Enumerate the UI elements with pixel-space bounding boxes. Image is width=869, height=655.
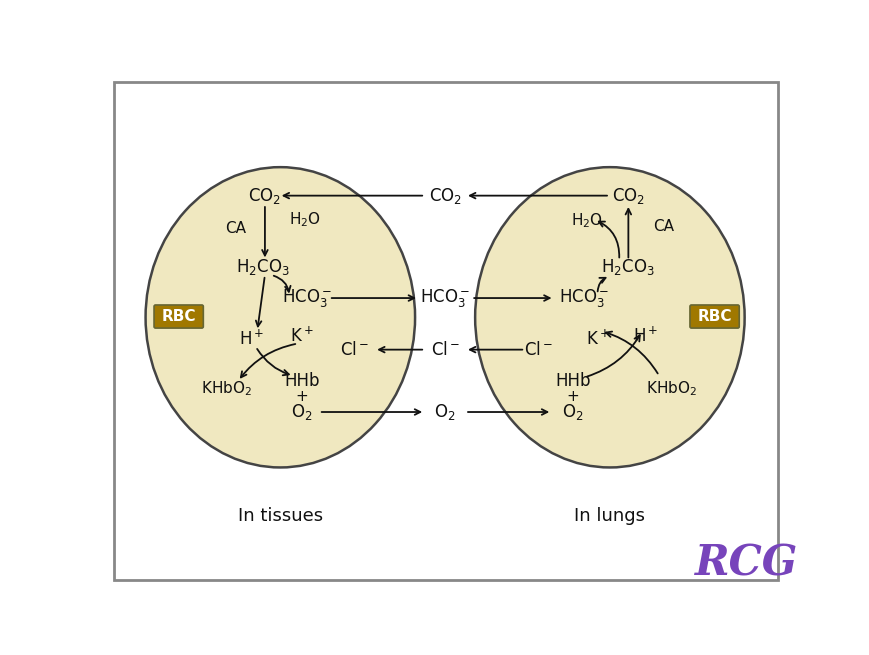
Text: RCG: RCG xyxy=(693,543,797,585)
Text: H$_2$CO$_3$: H$_2$CO$_3$ xyxy=(235,257,289,277)
Text: HCO$_3^-$: HCO$_3^-$ xyxy=(420,287,469,309)
Text: H$^+$: H$^+$ xyxy=(239,329,264,348)
Text: In tissues: In tissues xyxy=(237,507,322,525)
Text: CA: CA xyxy=(225,221,246,236)
Text: H$_2$CO$_3$: H$_2$CO$_3$ xyxy=(600,257,654,277)
Text: HHb: HHb xyxy=(554,372,590,390)
Text: RBC: RBC xyxy=(162,309,196,324)
Text: H$_2$O: H$_2$O xyxy=(570,212,602,231)
Text: K$^+$: K$^+$ xyxy=(585,329,609,348)
Text: CO$_2$: CO$_2$ xyxy=(428,185,461,206)
Text: KHbO$_2$: KHbO$_2$ xyxy=(646,379,696,398)
Text: +: + xyxy=(295,389,308,404)
Text: +: + xyxy=(566,389,579,404)
Text: Cl$^-$: Cl$^-$ xyxy=(524,341,553,359)
FancyBboxPatch shape xyxy=(154,305,203,328)
Text: O$_2$: O$_2$ xyxy=(561,402,583,422)
Text: O$_2$: O$_2$ xyxy=(291,402,312,422)
Text: CO$_2$: CO$_2$ xyxy=(611,185,644,206)
Text: K$^+$: K$^+$ xyxy=(289,326,314,345)
Text: HCO$_3^-$: HCO$_3^-$ xyxy=(282,287,332,309)
FancyBboxPatch shape xyxy=(689,305,739,328)
Text: H$^+$: H$^+$ xyxy=(633,326,658,345)
Ellipse shape xyxy=(474,167,744,468)
Text: CA: CA xyxy=(653,219,673,234)
Text: HHb: HHb xyxy=(284,372,319,390)
Text: Cl$^-$: Cl$^-$ xyxy=(339,341,368,359)
Text: RBC: RBC xyxy=(697,309,731,324)
Text: O$_2$: O$_2$ xyxy=(434,402,455,422)
Text: H$_2$O: H$_2$O xyxy=(289,210,321,229)
Text: In lungs: In lungs xyxy=(574,507,645,525)
Text: CO$_2$: CO$_2$ xyxy=(248,185,282,206)
Ellipse shape xyxy=(145,167,415,468)
Text: KHbO$_2$: KHbO$_2$ xyxy=(201,379,252,398)
FancyBboxPatch shape xyxy=(114,82,777,580)
Text: Cl$^-$: Cl$^-$ xyxy=(430,341,459,359)
Text: HCO$_3^-$: HCO$_3^-$ xyxy=(559,287,609,309)
